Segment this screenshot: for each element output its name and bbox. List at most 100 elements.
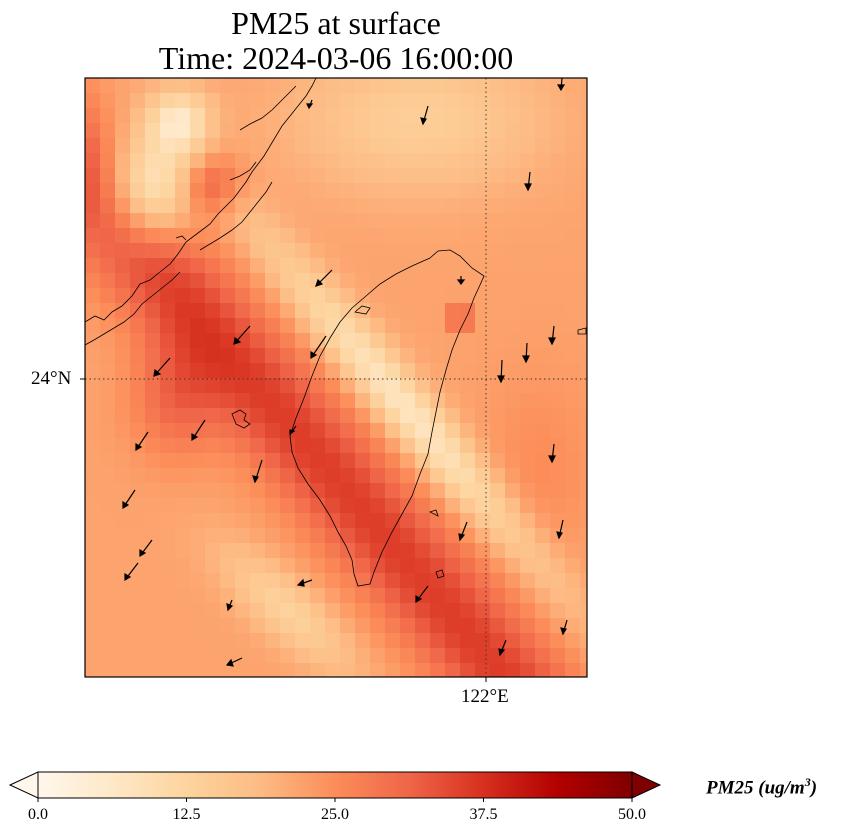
pm25-cell [580, 483, 587, 499]
pm25-cell [520, 378, 536, 394]
pm25-cell [175, 213, 191, 229]
pm25-cell [535, 558, 551, 574]
pm25-cell [85, 228, 101, 244]
pm25-cell [400, 498, 416, 514]
pm25-cell [325, 528, 341, 544]
pm25-cell [370, 483, 386, 499]
pm25-cell [460, 558, 476, 574]
pm25-cell [475, 93, 491, 109]
pm25-cell [175, 438, 191, 454]
pm25-cell [475, 198, 491, 214]
pm25-cell [265, 663, 281, 677]
pm25-cell [145, 318, 161, 334]
pm25-cell [100, 543, 116, 559]
pm25-cell [385, 108, 401, 124]
pm25-cell [385, 378, 401, 394]
pm25-cell [145, 93, 161, 109]
pm25-cell [430, 618, 446, 634]
pm25-cell [205, 483, 221, 499]
pm25-cell [400, 513, 416, 529]
pm25-cell [550, 243, 566, 259]
pm25-cell [400, 108, 416, 124]
pm25-cell [175, 243, 191, 259]
pm25-cell [220, 138, 236, 154]
pm25-cell [490, 273, 506, 289]
pm25-cell [370, 213, 386, 229]
pm25-cell [325, 498, 341, 514]
pm25-cell [445, 78, 461, 94]
pm25-cell [490, 243, 506, 259]
pm25-cell [295, 273, 311, 289]
pm25-cell [85, 258, 101, 274]
pm25-cell [325, 588, 341, 604]
pm25-cell [580, 123, 587, 139]
pm25-cell [475, 648, 491, 664]
pm25-cell [130, 123, 146, 139]
pm25-cell [190, 663, 206, 677]
pm25-cell [400, 78, 416, 94]
pm25-cell [415, 543, 431, 559]
pm25-cell [235, 648, 251, 664]
pm25-cell [250, 93, 266, 109]
pm25-cell [160, 603, 176, 619]
pm25-cell [565, 78, 581, 94]
pm25-cell [550, 123, 566, 139]
pm25-cell [385, 78, 401, 94]
pm25-cell [340, 573, 356, 589]
pm25-cell [445, 183, 461, 199]
pm25-cell [385, 558, 401, 574]
pm25-cell [505, 183, 521, 199]
pm25-cell [115, 423, 131, 439]
pm25-cell [235, 228, 251, 244]
pm25-cell [430, 408, 446, 424]
pm25-cell [460, 228, 476, 244]
pm25-cell [340, 633, 356, 649]
pm25-cell [250, 393, 266, 409]
pm25-cell [430, 588, 446, 604]
pm25-cell [250, 453, 266, 469]
pm25-cell [580, 363, 587, 379]
pm25-cell [580, 93, 587, 109]
pm25-cell [115, 348, 131, 364]
pm25-cell [580, 543, 587, 559]
pm25-cell [295, 198, 311, 214]
pm25-cell [400, 93, 416, 109]
pm25-cell [385, 528, 401, 544]
pm25-cell [475, 438, 491, 454]
pm25-cell [550, 483, 566, 499]
pm25-cell [430, 303, 446, 319]
pm25-cell [370, 303, 386, 319]
pm25-cell [430, 168, 446, 184]
pm25-cell [535, 213, 551, 229]
pm25-cell [535, 258, 551, 274]
pm25-cell [340, 78, 356, 94]
pm25-cell [85, 558, 101, 574]
pm25-cell [520, 273, 536, 289]
pm25-cell [310, 108, 326, 124]
pm25-cell [490, 393, 506, 409]
pm25-cell [460, 333, 476, 349]
pm25-cell [580, 468, 587, 484]
pm25-cell [580, 648, 587, 664]
pm25-cell [250, 108, 266, 124]
pm25-cell [505, 438, 521, 454]
pm25-cell [295, 633, 311, 649]
pm25-cell [100, 483, 116, 499]
pm25-cell [430, 378, 446, 394]
pm25-cell [490, 258, 506, 274]
pm25-cell [205, 393, 221, 409]
pm25-cell [415, 483, 431, 499]
pm25-cell [460, 588, 476, 604]
pm25-cell [535, 618, 551, 634]
pm25-cell [100, 363, 116, 379]
pm25-cell [475, 273, 491, 289]
pm25-cell [85, 453, 101, 469]
pm25-cell [475, 123, 491, 139]
pm25-cell [100, 318, 116, 334]
pm25-cell [430, 558, 446, 574]
pm25-cell [265, 438, 281, 454]
pm25-cell [280, 558, 296, 574]
pm25-cell [355, 513, 371, 529]
pm25-cell [115, 168, 131, 184]
pm25-cell [370, 438, 386, 454]
